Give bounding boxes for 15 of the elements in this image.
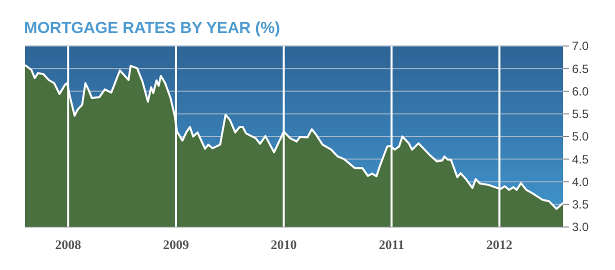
y-tick-label: 7.0	[572, 39, 590, 54]
x-tick-label: 2012	[486, 237, 512, 252]
y-tick-label: 6.0	[572, 84, 590, 98]
x-tick-label: 2010	[270, 237, 297, 252]
x-tick-label: 2008	[55, 237, 82, 252]
y-tick-label: 4.5	[572, 152, 590, 166]
y-tick-label: 3.5	[572, 198, 590, 212]
x-tick-label: 2011	[378, 237, 404, 252]
y-tick-label: 5.0	[572, 130, 590, 144]
y-tick-label: 5.5	[572, 107, 590, 122]
y-tick-label: 6.5	[572, 62, 590, 76]
chart-title: MORTGAGE RATES BY YEAR (%)	[24, 20, 280, 37]
y-tick-label: 3.0	[572, 220, 590, 234]
y-tick-label: 4.0	[572, 174, 590, 189]
x-tick-label: 2009	[162, 237, 190, 252]
